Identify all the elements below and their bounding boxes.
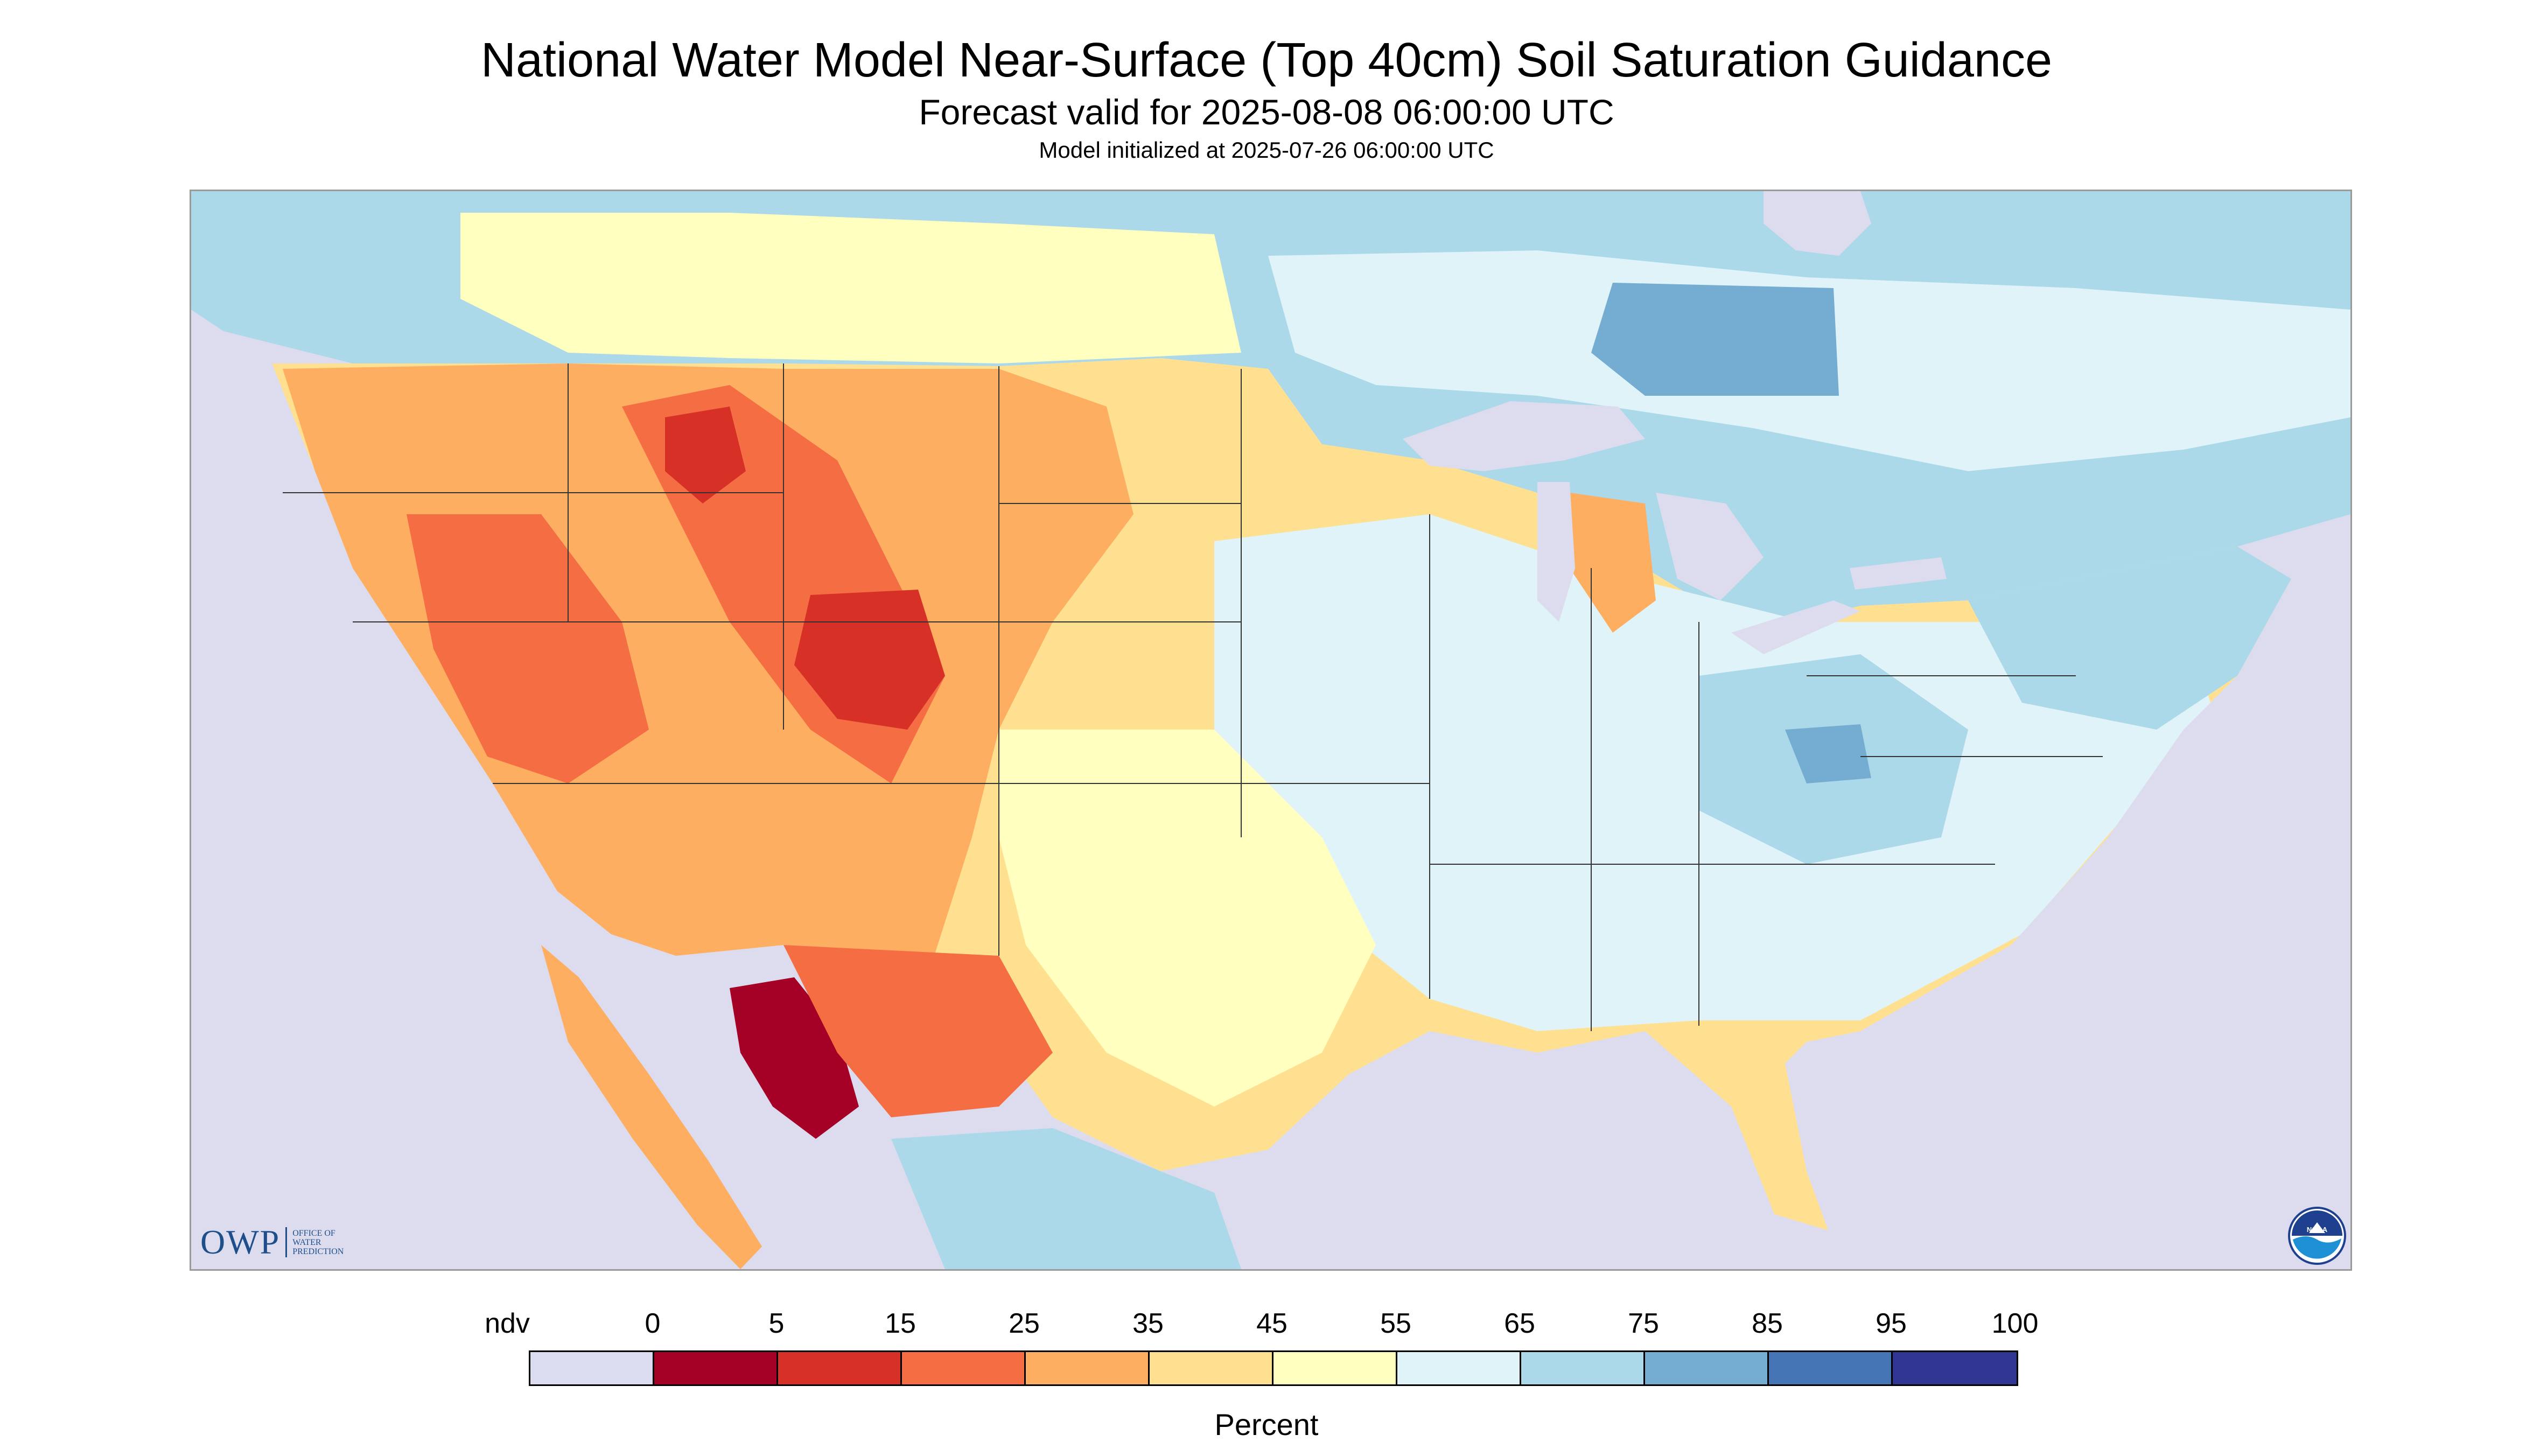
colorado-dry	[794, 590, 945, 730]
plains-neutral	[999, 730, 1376, 1107]
soil-saturation-map	[190, 190, 2352, 1271]
great-basin-dry	[407, 514, 649, 783]
legend-label: 25	[1009, 1308, 1040, 1339]
owp-logo-line2: WATER	[292, 1237, 321, 1247]
noaa-logo-gull	[2309, 1222, 2325, 1233]
legend-label: 5	[768, 1308, 785, 1339]
owp-logo-divider	[285, 1227, 288, 1257]
mexico-south-wet	[891, 1128, 1241, 1269]
baja-peninsula	[541, 945, 762, 1269]
gulf-of-california	[579, 934, 751, 1182]
legend-swatch	[902, 1352, 1026, 1384]
noaa-logo: NOAA	[2288, 1207, 2346, 1265]
legend-swatch	[530, 1352, 654, 1384]
legend-label: 35	[1132, 1308, 1164, 1339]
model-init-time: Model initialized at 2025-07-26 06:00:00…	[1039, 137, 1494, 163]
legend-label: 55	[1380, 1308, 1411, 1339]
map-canvas	[191, 191, 2350, 1269]
legend-swatch	[654, 1352, 778, 1384]
canada-moist-patch	[1591, 283, 1839, 396]
mexico-dry	[783, 945, 1053, 1117]
legend-swatch	[1521, 1352, 1645, 1384]
legend-swatch	[1026, 1352, 1150, 1384]
legend-swatch	[778, 1352, 902, 1384]
legend-swatch	[1893, 1352, 2017, 1384]
owp-logo-mark: OWP	[200, 1223, 281, 1261]
owp-logo: OWP OFFICE OF WATER PREDICTION	[200, 1223, 344, 1261]
legend-label: 0	[645, 1308, 661, 1339]
canada-dry-prairie	[460, 213, 1241, 363]
hudson-bay	[1764, 191, 1871, 256]
legend-swatch	[1645, 1352, 1769, 1384]
northeast-wet	[1968, 547, 2291, 730]
owp-logo-line1: OFFICE OF	[292, 1228, 335, 1238]
legend-label: 85	[1752, 1308, 1783, 1339]
state-borders	[283, 363, 2103, 1031]
owp-logo-line3: PREDICTION	[292, 1247, 344, 1256]
gulf-of-mexico	[1241, 1031, 1828, 1269]
lake-ontario	[1850, 557, 1947, 590]
forecast-valid-time: Forecast valid for 2025-08-08 06:00:00 U…	[919, 92, 1614, 132]
western-dry-region	[283, 363, 1133, 956]
legend-label: 95	[1876, 1308, 1907, 1339]
legend-label: 75	[1628, 1308, 1659, 1339]
atlantic-ocean	[1785, 514, 2350, 1269]
legend-swatch	[1769, 1352, 1893, 1384]
legend-colorbar	[529, 1350, 2018, 1386]
legend-label: 15	[885, 1308, 916, 1339]
legend-swatch	[1397, 1352, 1521, 1384]
legend-label: 65	[1504, 1308, 1535, 1339]
legend-label: 100	[1991, 1308, 2039, 1339]
lake-michigan	[1537, 482, 1575, 622]
legend-swatch	[1150, 1352, 1274, 1384]
legend-label-ndv: ndv	[485, 1308, 530, 1339]
owp-logo-text: OFFICE OF WATER PREDICTION	[292, 1229, 344, 1256]
idaho-dry	[665, 407, 746, 503]
legend-label: 45	[1256, 1308, 1288, 1339]
lake-superior	[1403, 401, 1645, 471]
noaa-logo-wave	[2293, 1236, 2341, 1259]
legend-labels: ndv 0 5 15 25 35 45 55 65 75 85 95 100	[0, 1307, 2533, 1345]
noaa-logo-text: NOAA	[2307, 1226, 2328, 1234]
pacific-ocean	[191, 353, 719, 1269]
lake-huron	[1656, 493, 1764, 600]
legend-swatch	[1274, 1352, 1397, 1384]
lake-erie	[1731, 600, 1860, 654]
map-title: National Water Model Near-Surface (Top 4…	[480, 33, 2052, 87]
legend-unit: Percent	[1214, 1408, 1319, 1441]
kentucky-wet	[1785, 724, 1871, 783]
